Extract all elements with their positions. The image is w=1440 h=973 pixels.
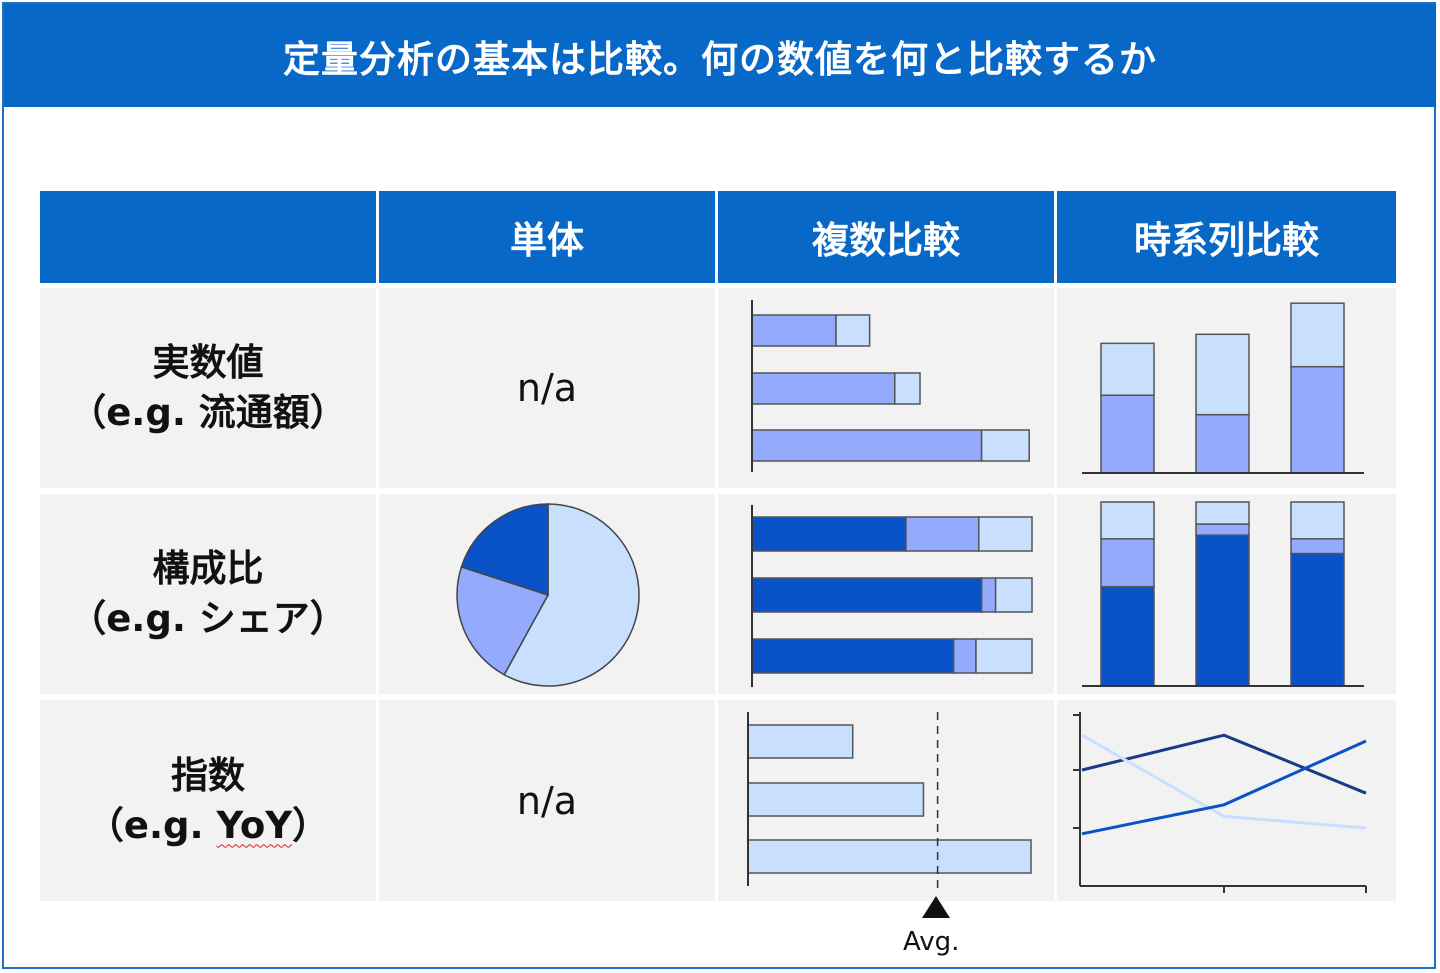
bar-segment <box>1195 523 1250 536</box>
bar-segment <box>747 724 854 759</box>
bar-segment <box>905 516 980 552</box>
bar-segment <box>747 782 925 817</box>
single-index: n/a <box>379 700 715 901</box>
bar-segment <box>1290 538 1345 555</box>
pie-slice <box>503 503 640 687</box>
avg-marker-icon <box>922 896 950 918</box>
header-time-series: 時系列比較 <box>1057 191 1396 283</box>
bar-segment <box>1195 501 1250 525</box>
row-label-absolute: 実数値 （e.g. 流通額） <box>40 288 376 488</box>
bar-segment <box>975 638 1033 674</box>
bar-segment <box>751 638 955 674</box>
header-single: 単体 <box>379 191 715 283</box>
bar-segment <box>1195 534 1250 687</box>
series-line <box>1081 733 1367 830</box>
slide-title: 定量分析の基本は比較。何の数値を何と比較するか <box>4 4 1436 107</box>
avg-label: Avg. <box>903 927 960 957</box>
bar-segment <box>747 839 1032 874</box>
bar-segment <box>1100 394 1155 474</box>
yoy-word: YoY <box>216 803 293 847</box>
bar-segment <box>978 516 1033 552</box>
pie-slice <box>460 503 549 597</box>
series-line <box>1081 733 1367 795</box>
row-label-main: 指数 <box>171 753 245 797</box>
bar-segment <box>835 314 871 347</box>
bar-segment <box>1195 333 1250 416</box>
bar-segment <box>894 372 921 405</box>
header-blank <box>40 191 376 283</box>
bar-segment <box>751 516 907 552</box>
bar-segment <box>980 577 997 613</box>
row-label-ratio: 構成比 （e.g. シェア） <box>40 494 376 694</box>
time-index-cell <box>1057 700 1396 901</box>
bar-segment <box>751 372 896 405</box>
bar-segment <box>1290 501 1345 540</box>
bar-segment <box>751 429 983 462</box>
row-label-main: 構成比 <box>152 547 264 590</box>
series-line <box>1081 739 1367 836</box>
row-label-sub: （e.g. 流通額） <box>69 391 347 434</box>
bar-segment <box>1290 302 1345 368</box>
bar-segment <box>1290 552 1345 687</box>
bar-segment <box>1100 585 1155 687</box>
row-label-sub: （e.g. シェア） <box>69 597 347 640</box>
header-multi-compare: 複数比較 <box>718 191 1054 283</box>
row-label-main: 実数値 <box>152 341 264 384</box>
bar-segment <box>1290 365 1345 474</box>
row-label-index: 指数 （e.g. YoY） <box>40 700 376 901</box>
bar-segment <box>1195 413 1250 474</box>
bar-segment <box>952 638 977 674</box>
bar-segment <box>1100 342 1155 396</box>
bar-segment <box>980 429 1030 462</box>
bar-segment <box>751 577 983 613</box>
single-absolute: n/a <box>379 288 715 488</box>
bar-segment <box>1100 501 1155 540</box>
bar-segment <box>994 577 1033 613</box>
bar-segment <box>751 314 837 347</box>
row-label-sub: （e.g. YoY） <box>86 803 330 847</box>
pie-slice <box>456 565 550 676</box>
bar-segment <box>1100 538 1155 588</box>
